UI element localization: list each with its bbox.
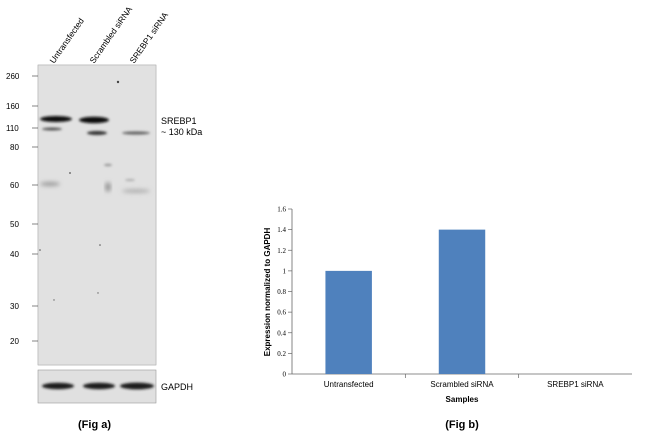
bar-scrambled-sirna xyxy=(438,229,486,374)
srebp1-bands xyxy=(39,80,150,301)
y-tick-label: 1.4 xyxy=(277,226,286,234)
x-tick-label-untransfected: Untransfected xyxy=(324,380,374,389)
band-untransfected-60 xyxy=(40,182,60,186)
y-tick-label: 0 xyxy=(283,371,287,379)
y-axis-title: Expression normalized to GAPDH xyxy=(263,228,272,357)
molecular-weight-markers: 260 160 110 80 60 50 40 30 20 xyxy=(6,72,38,346)
band-untransfected-110 xyxy=(42,127,62,131)
y-tick-label: 1 xyxy=(283,267,287,275)
marker-50: 50 xyxy=(10,220,19,229)
gapdh-label: GAPDH xyxy=(161,382,193,392)
y-tick-label: 0.2 xyxy=(277,350,286,358)
band-scrambled-60 xyxy=(105,182,111,192)
band-label-kda: ~ 130 kDa xyxy=(161,127,202,137)
bars xyxy=(325,229,486,374)
gapdh-band-srebp1-sirna xyxy=(120,382,154,390)
x-tick-label-srebp1-sirna: SREBP1 siRNA xyxy=(547,380,604,389)
blot-membrane xyxy=(37,64,157,366)
band-srebp1-sirna-110 xyxy=(122,131,150,135)
marker-80: 80 xyxy=(10,143,19,152)
lane-label-scrambled: Scrambled siRNA xyxy=(87,4,134,65)
y-tick-label: 1.2 xyxy=(277,247,286,255)
y-tick-label: 1.6 xyxy=(277,206,286,214)
y-tick-label: 0.4 xyxy=(277,329,286,337)
caption-fig-b: (Fig b) xyxy=(445,419,479,431)
western-blot-panel: Untransfected Scrambled siRNA SREBP1 siR… xyxy=(6,4,202,431)
marker-160: 160 xyxy=(6,102,20,111)
marker-30: 30 xyxy=(10,302,19,311)
bar-chart: 0 0.2 0.4 0.6 0.8 1 1.2 1.4 1.6 Untransfected Scr… xyxy=(263,206,632,431)
gapdh-band-scrambled xyxy=(83,382,115,390)
marker-60: 60 xyxy=(10,181,19,190)
band-srebp1-sirna-60 xyxy=(122,189,150,193)
bar-untransfected xyxy=(325,270,372,374)
marker-40: 40 xyxy=(10,250,19,259)
band-scrambled-130 xyxy=(79,116,109,124)
y-tick-label: 0.8 xyxy=(277,288,286,296)
x-tick-label-scrambled-sirna: Scrambled siRNA xyxy=(430,380,494,389)
lane-label-srebp1-sirna: SREBP1 siRNA xyxy=(127,10,170,65)
band-untransfected-130 xyxy=(40,116,72,122)
marker-20: 20 xyxy=(10,337,19,346)
marker-260: 260 xyxy=(6,72,20,81)
y-axis-ticks: 0 0.2 0.4 0.6 0.8 1 1.2 1.4 1.6 xyxy=(277,206,292,379)
x-axis-title: Samples xyxy=(446,395,479,404)
band-scrambled-110 xyxy=(87,131,107,135)
gapdh-band-untransfected xyxy=(42,382,74,390)
x-axis-ticks: Untransfected Scrambled siRNA SREBP1 siRNA xyxy=(324,374,604,389)
y-tick-label: 0.6 xyxy=(277,309,286,317)
caption-fig-a: (Fig a) xyxy=(78,419,111,431)
band-label-srebp1: SREBP1 xyxy=(161,116,197,126)
lane-label-untransfected: Untransfected xyxy=(47,16,86,65)
marker-110: 110 xyxy=(6,124,19,133)
